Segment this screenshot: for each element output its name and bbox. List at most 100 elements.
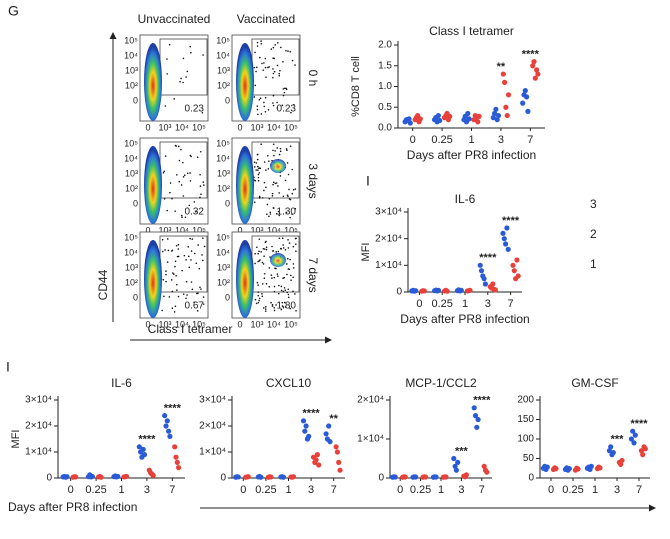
percentage: 0.32: [185, 207, 205, 218]
event-dot: [272, 104, 275, 107]
event-dot: [199, 173, 201, 176]
flow-x-tick: 0: [237, 122, 242, 132]
event-dot: [288, 268, 291, 271]
event-dot: [268, 267, 271, 269]
x-tick-label: 7: [636, 484, 642, 496]
event-dot: [253, 66, 256, 69]
data-dot: [575, 466, 581, 472]
event-dot: [189, 172, 191, 174]
flow-y-tick: 10³: [125, 262, 138, 272]
panel-label: G: [8, 3, 19, 19]
x-tick-label: 1: [438, 484, 444, 496]
significance: ****: [630, 418, 648, 430]
data-dot: [493, 106, 499, 112]
event-dot: [263, 181, 266, 184]
event-dot: [202, 259, 204, 262]
event-dot: [178, 159, 181, 162]
x-tick-label: 7: [169, 484, 175, 496]
chart-title: IL-6: [455, 192, 476, 206]
event-dot: [169, 182, 172, 184]
event-dot: [166, 73, 168, 75]
event-dot: [264, 57, 267, 60]
data-dot: [268, 474, 274, 480]
event-dot: [277, 292, 280, 295]
flow-x-tick: 0: [145, 122, 150, 132]
data-dot: [437, 117, 443, 124]
event-dot: [261, 295, 264, 298]
event-dot: [180, 77, 182, 80]
event-dot: [259, 167, 262, 170]
event-dot: [256, 153, 259, 156]
event-dot: [268, 66, 270, 68]
percentage: 0.23: [185, 104, 205, 115]
event-dot: [278, 284, 280, 287]
data-dot: [504, 112, 510, 119]
event-dot: [257, 260, 259, 263]
event-dot: [280, 285, 283, 288]
event-dot: [272, 207, 275, 209]
event-dot: [271, 305, 274, 307]
data-dot: [140, 446, 146, 452]
data-dot: [500, 71, 506, 77]
data-dot: [421, 288, 427, 294]
event-dot: [255, 162, 258, 164]
event-dot: [182, 81, 184, 84]
data-dot: [478, 268, 485, 274]
event-dot: [264, 66, 267, 69]
data-dot: [566, 466, 572, 472]
event-dot: [266, 213, 268, 216]
y-tick-label: 1.0: [378, 81, 392, 92]
y-tick-label: 1×10⁴: [25, 447, 52, 458]
data-dot: [163, 423, 169, 429]
event-dot: [294, 293, 296, 295]
event-dot: [260, 42, 263, 45]
data-dot: [302, 428, 308, 434]
event-dot: [263, 277, 266, 280]
event-dot: [274, 44, 277, 46]
event-dot: [199, 185, 202, 187]
event-dot: [202, 296, 205, 298]
event-dot: [190, 259, 192, 261]
flow-y-tick: 10⁴: [216, 50, 230, 60]
event-dot: [175, 145, 178, 147]
flow-y-tick: 10⁵: [216, 35, 230, 45]
event-dot: [187, 246, 190, 248]
x-tick-label: 0.25: [85, 484, 106, 496]
flow-y-tick: 10³: [125, 65, 138, 75]
event-dot: [200, 193, 202, 195]
data-dot: [280, 474, 287, 480]
event-dot: [198, 267, 201, 270]
event-dot: [286, 149, 288, 151]
event-dot: [272, 94, 275, 97]
event-dot: [287, 296, 290, 299]
chart-title: Class I tetramer: [429, 24, 514, 38]
data-dot: [123, 473, 130, 480]
data-dot: [433, 474, 439, 480]
event-dot: [171, 197, 173, 200]
column-header: Vaccinated: [237, 12, 295, 26]
data-dot: [290, 474, 297, 480]
data-dot: [392, 474, 398, 480]
y-axis-label: %CD8 T cell: [350, 56, 362, 117]
event-dot: [257, 284, 259, 286]
flow-x-tick: 10⁵: [284, 319, 298, 329]
event-dot: [284, 87, 286, 90]
x-axis-label: Days after PR8 infection: [8, 500, 137, 514]
event-dot: [166, 209, 168, 212]
event-dot: [273, 154, 275, 157]
row-label: 0 h: [306, 70, 320, 87]
flow-x-tick: 10⁴: [267, 319, 281, 329]
event-dot: [264, 96, 267, 99]
event-dot: [197, 244, 199, 246]
significance: **: [497, 61, 506, 73]
event-dot: [277, 210, 280, 213]
event-dot: [173, 273, 175, 275]
y-tick-label: 2×10⁴: [375, 233, 402, 244]
event-dot: [278, 74, 281, 77]
flow-x-tick: 10⁵: [284, 225, 298, 235]
event-dot: [197, 292, 199, 295]
event-dot: [287, 173, 290, 176]
event-dot: [182, 195, 185, 197]
event-dot: [263, 105, 266, 108]
event-dot: [288, 242, 291, 244]
